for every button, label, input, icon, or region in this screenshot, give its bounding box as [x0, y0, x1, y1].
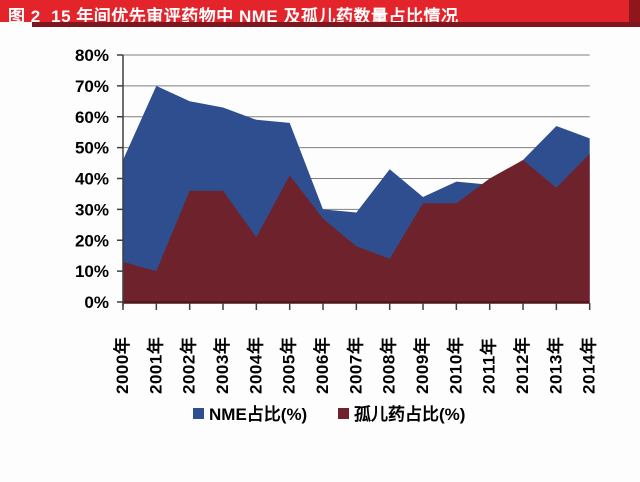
legend-swatch-orphan [338, 408, 349, 419]
x-tick-label: 2007年 [345, 337, 365, 394]
x-tick-label: 2005年 [279, 337, 299, 394]
y-tick-label: 70% [75, 77, 109, 96]
figure-title-bar: 图 2 15 年间优先审评药物中 NME 及孤儿药数量占比情况 [0, 0, 640, 26]
y-tick-label: 0% [84, 293, 109, 312]
x-tick-label: 2001年 [145, 337, 165, 394]
x-tick-label: 2012年 [512, 337, 532, 394]
x-tick-label: 2013年 [545, 337, 565, 394]
x-tick-label: 2011年 [479, 338, 499, 394]
x-tick-label: 2014年 [579, 337, 599, 394]
x-tick-label: 2008年 [379, 337, 399, 394]
title-bar-shadow-strip [32, 22, 640, 27]
legend-label-orphan: 孤儿药占比(%) [354, 404, 465, 424]
figure-title: 图 2 15 年间优先审评药物中 NME 及孤儿药数量占比情况 [8, 7, 459, 26]
x-tick-label: 2003年 [212, 337, 232, 394]
y-tick-label: 80% [75, 46, 109, 65]
orphan-series-area [123, 153, 590, 302]
x-tick-label: 2002年 [179, 337, 199, 394]
x-tick-label: 2009年 [412, 337, 432, 394]
legend-label-nme: NME占比(%) [209, 404, 307, 424]
y-tick-label: 50% [75, 139, 109, 158]
y-tick-label: 20% [75, 231, 109, 250]
x-tick-label: 2010年 [445, 337, 465, 394]
legend-swatch-nme [193, 408, 204, 419]
y-tick-label: 60% [75, 108, 109, 127]
y-tick-label: 30% [75, 200, 109, 219]
y-tick-label: 40% [75, 170, 109, 189]
y-tick-label: 10% [75, 262, 109, 281]
x-tick-label: 2004年 [245, 337, 265, 394]
x-tick-label: 2000年 [112, 337, 132, 394]
x-tick-label: 2006年 [312, 337, 332, 394]
title-bar-right-cap [629, 0, 640, 22]
